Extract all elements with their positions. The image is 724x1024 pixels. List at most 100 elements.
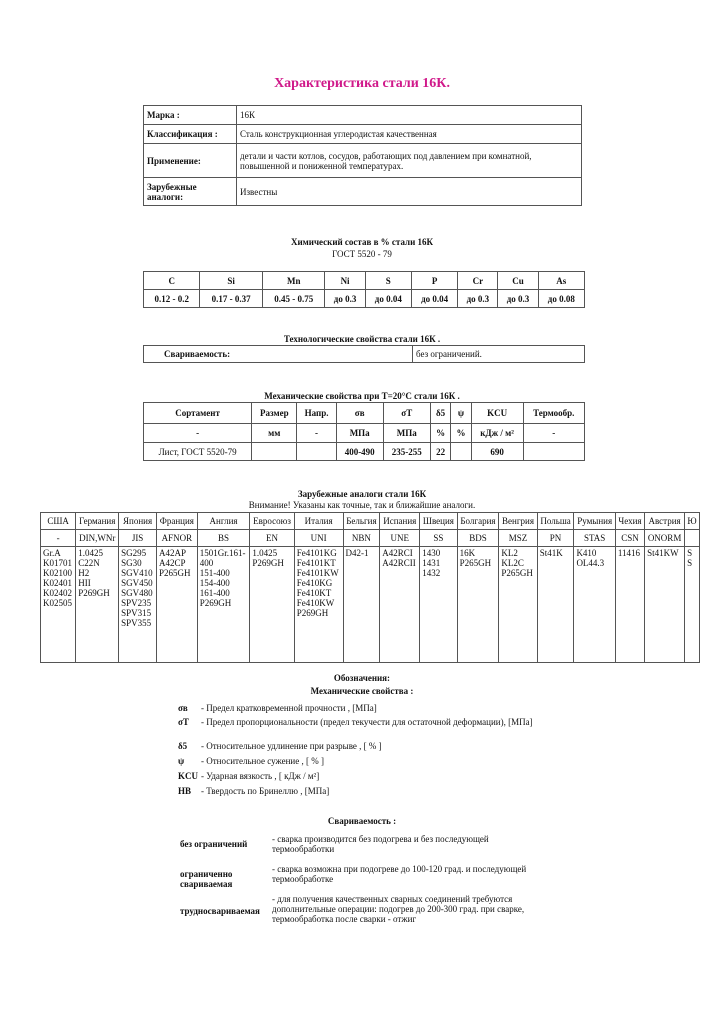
table-cell: до 0.04 [410,289,459,308]
table-cell: Ю [684,512,700,530]
table-cell: DIN,WNr [75,529,120,547]
table-cell: ONORM [644,529,686,547]
value-class: Сталь конструкционная углеродистая качес… [236,124,582,144]
analogs-title: Зарубежные аналоги стали 16К [297,489,427,499]
table-cell: Размер [251,402,298,424]
info-table: Марка :16К Классификация : Сталь конструк… [143,105,582,206]
table-cell: σT [382,402,431,424]
table-cell: KL2 KL2C P265GH [498,546,538,663]
table-cell [296,442,337,461]
label-usage: Применение: [143,143,237,178]
table-cell: Польша [536,512,575,530]
table-cell: США [39,512,77,530]
legend-title: Обозначения: [333,673,391,683]
table-cell: ψ [450,402,472,424]
table-cell: MSZ [498,529,538,547]
table-cell: 235-255 [382,442,431,461]
legend-weld-text: - сварка возможна при подогреве до 100-1… [272,864,527,884]
table-cell: МПа [382,423,431,443]
table-cell: Чехия [614,512,646,530]
table-cell: SG295 SG30 SGV410 SGV450 SGV480 SPV235 S… [118,546,158,663]
table-cell: JIS [118,529,158,547]
label-class: Классификация : [143,124,237,144]
table-cell [522,442,585,461]
value-usage: детали и части котлов, сосудов, работающ… [236,143,582,178]
table-cell: EN [249,529,295,547]
table-cell: Италия [293,512,344,530]
table-cell: As [537,271,586,290]
table-cell: Термообр. [522,402,585,424]
table-cell: Fe4101KG Fe4101KT Fe4101KW Fe410KG Fe410… [293,546,344,663]
table-cell: σв [335,402,384,424]
page-title: Характеристика стали 16К. [274,76,450,91]
legend-text: - Предел пропорциональности (предел теку… [201,717,533,727]
legend-symbol: KCU [178,771,198,781]
tech-table: Свариваемость: без ограничений. [143,345,585,363]
legend-weld-title: Свариваемость : [327,816,397,826]
table-row: Лист, ГОСТ 5520-79 400-490 235-255 22 690 [142,442,585,461]
table-cell: кДж / м² [470,423,524,443]
table-cell: Болгария [456,512,500,530]
legend-symbol: σв [178,703,188,713]
table-cell: МПа [335,423,384,443]
table-cell: CSN [614,529,646,547]
table-cell: - [296,423,337,443]
legend-weld-text: - для получения качественных сварных сое… [272,894,525,924]
table-cell: St41KW [644,546,686,663]
table-cell: D42-1 [342,546,381,663]
table-cell: UNE [379,529,421,547]
analogs-table: США Германия Япония Франция Англия Евросоюз Ит… [39,512,700,663]
table-cell: Mn [261,271,326,290]
table-cell: Бельгия [342,512,381,530]
table-cell: % [450,423,472,443]
table-cell: Испания [379,512,421,530]
table-cell: NBN [342,529,381,547]
table-cell: Франция [156,512,198,530]
table-cell: % [429,423,452,443]
legend-text: - Относительное удлинение при разрыве , … [201,741,382,751]
table-cell: 0.45 - 0.75 [261,289,326,308]
table-cell: Лист, ГОСТ 5520-79 [142,442,253,461]
table-cell: Cu [497,271,539,290]
table-cell: Англия [196,512,251,530]
legend-symbol: HB [178,786,192,796]
table-cell: Ni [324,271,366,290]
table-cell: St41K [536,546,575,663]
legend-text: - Ударная вязкость , [ кДж / м²] [201,771,320,781]
legend-text: - Твердость по Бринеллю , [МПа] [201,786,330,796]
table-cell: Si [199,271,263,290]
chem-title: Химический состав в % стали 16К [290,237,434,247]
table-cell: C [142,271,201,290]
table-cell: 1.0425 P269GH [249,546,295,663]
table-cell: до 0.3 [497,289,539,308]
table-cell: 16K P265GH [456,546,500,663]
table-row: Gr.A K01701 K02100 K02401 K02402 K02505 1… [39,546,700,663]
legend-symbol: δ5 [178,741,188,751]
table-cell: PN [536,529,575,547]
table-cell: K410 OL44.3 [573,546,616,663]
table-cell: Gr.A K01701 K02100 K02401 K02402 K02505 [39,546,77,663]
table-row: - DIN,WNr JIS AFNOR BS EN UNI NBN UNE SS BDS MSZ PN S… [39,529,700,547]
table-row: C Si Mn Ni S P Cr Cu As [142,271,586,290]
legend-weld-term: ограниченно свариваемая [180,869,233,889]
table-cell: до 0.3 [324,289,366,308]
table-cell: Cr [457,271,499,290]
legend-symbol: ψ [178,756,185,766]
table-cell: - [39,529,77,547]
table-cell: Евросоюз [249,512,295,530]
legend-weld-text: - сварка производится без подогрева и бе… [272,834,489,854]
label-analogs: Зарубежные аналоги: [143,177,237,206]
legend-text: - Относительное сужение , [ % ] [201,756,324,766]
table-cell: 1430 1431 1432 [419,546,458,663]
table-cell: 22 [429,442,452,461]
table-cell: 0.12 - 0.2 [142,289,201,308]
table-cell: 0.17 - 0.37 [199,289,263,308]
table-cell: 690 [470,442,524,461]
table-cell: мм [251,423,298,443]
table-cell: до 0.08 [537,289,586,308]
legend-weld-term: трудносвариваемая [180,906,260,916]
table-row: США Германия Япония Франция Англия Евросоюз Ит… [39,512,700,530]
tech-title: Технологические свойства стали 16К . [283,334,441,344]
table-cell: S [364,271,412,290]
table-cell: STAS [573,529,616,547]
